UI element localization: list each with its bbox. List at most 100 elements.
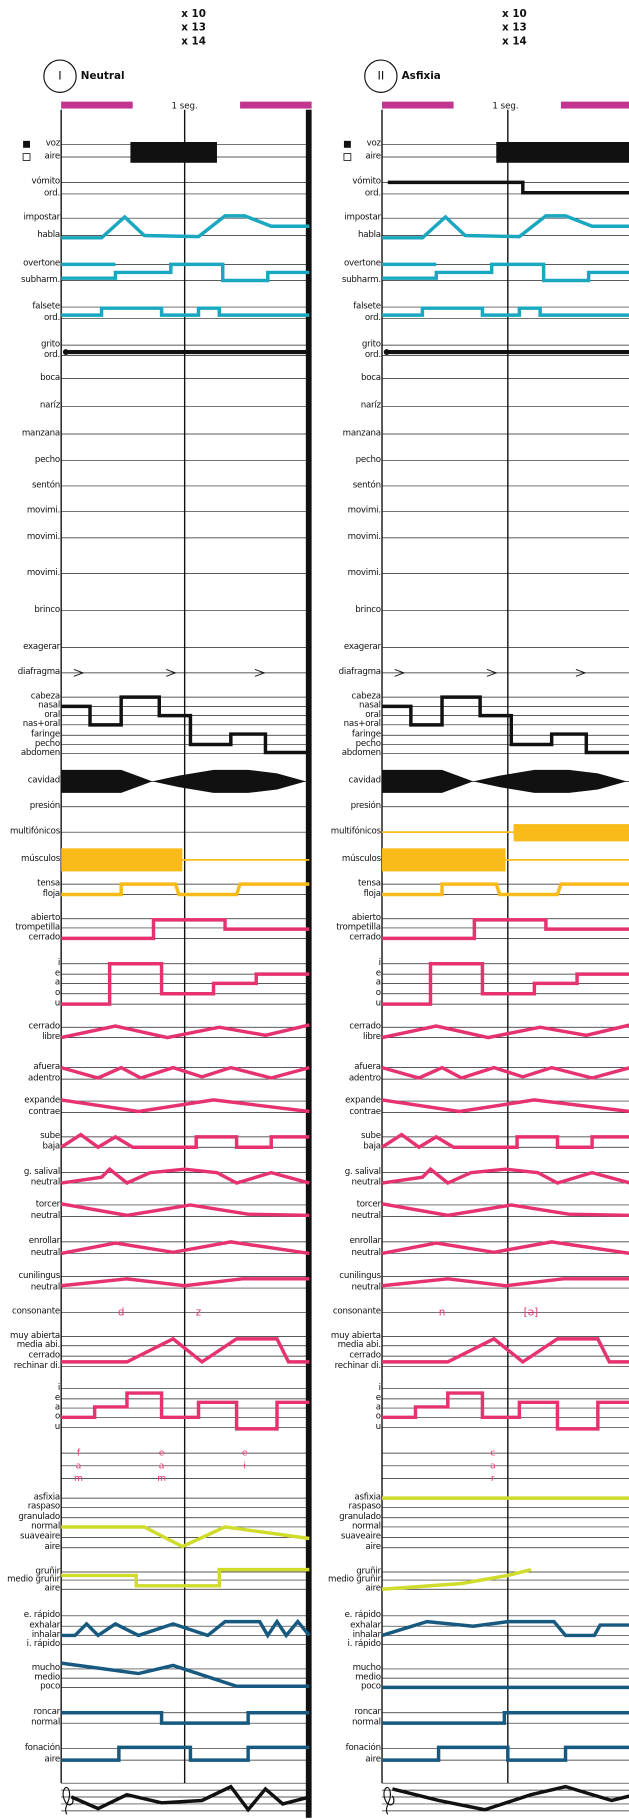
gesture-line xyxy=(61,1618,311,1639)
syllable-letter: r xyxy=(491,1473,495,1484)
aire-icon xyxy=(343,153,352,161)
gesture-line xyxy=(61,306,310,317)
row-label: ord. xyxy=(44,350,60,360)
end-bar xyxy=(305,109,312,1818)
gesture-line xyxy=(382,1336,629,1365)
row-label: e. rápido xyxy=(345,1610,381,1620)
gesture-line xyxy=(381,1023,629,1040)
row-label: cerrado xyxy=(349,933,380,943)
syllable-letter: a xyxy=(490,1460,496,1471)
accent xyxy=(394,669,406,677)
cavidad-shape xyxy=(61,769,306,793)
row-label: o xyxy=(55,988,60,998)
time-bar xyxy=(61,101,133,109)
aire-icon xyxy=(22,153,31,161)
row-label: enrollar xyxy=(29,1236,61,1246)
row-label: torcer xyxy=(357,1199,382,1209)
row-label: gruñir xyxy=(35,1566,60,1576)
row-label: medio gruñir xyxy=(328,1574,382,1584)
row-label: aire xyxy=(365,1584,380,1594)
numeral-circle xyxy=(364,59,398,93)
gesture-line xyxy=(381,1240,629,1256)
consonant: z xyxy=(196,1306,201,1318)
row-label: cunilingus xyxy=(18,1271,60,1281)
row-label: nasal xyxy=(38,701,60,711)
row-label: impostar xyxy=(24,213,61,223)
row-label: overtone xyxy=(23,259,60,269)
row-label: medio xyxy=(355,1672,381,1682)
time-bar xyxy=(382,101,454,109)
row-label: brinco xyxy=(355,605,381,615)
row-label: aire xyxy=(365,151,380,161)
row-label: cavidad xyxy=(28,776,60,786)
gesture-line xyxy=(381,1098,629,1114)
row-label: abdomen xyxy=(21,748,60,758)
gesture-line xyxy=(61,1391,310,1431)
gesture-line xyxy=(60,1277,310,1288)
time-bar xyxy=(240,101,312,109)
gesture-line xyxy=(382,262,629,283)
row-label: floja xyxy=(43,889,60,899)
row-label: g. salival xyxy=(24,1167,60,1177)
row-label: normal xyxy=(352,1521,381,1531)
row-label: nas+oral xyxy=(23,719,60,729)
row-label: u xyxy=(376,1422,381,1432)
row-label: boca xyxy=(40,373,60,383)
row-label: a xyxy=(55,978,60,988)
clef xyxy=(62,1786,74,1815)
scale-label: 1 seg. xyxy=(492,102,518,112)
accent xyxy=(166,669,177,677)
row-label: floja xyxy=(364,889,381,899)
row-label: multifónicos xyxy=(331,826,382,837)
row-label: nasal xyxy=(359,701,381,711)
gesture-line xyxy=(61,695,310,755)
row-label: o xyxy=(55,1412,60,1422)
row-label: inhalar xyxy=(353,1630,382,1640)
row-label: cerrado xyxy=(29,1022,60,1032)
gesture-line xyxy=(60,1240,310,1256)
gesture-line xyxy=(61,1711,310,1725)
syllable-letter: i xyxy=(243,1460,246,1471)
row-label: nas+oral xyxy=(344,719,381,729)
row-label: cavidad xyxy=(349,776,381,786)
row-label: ord. xyxy=(44,313,60,323)
row-label: movimi. xyxy=(27,532,60,542)
gesture-line xyxy=(381,1132,629,1150)
row-label: normal xyxy=(352,1718,381,1728)
row-label: cunilingus xyxy=(339,1271,381,1281)
gesture-line xyxy=(381,1619,629,1638)
row-label: habla xyxy=(37,230,60,240)
row-label: neutral xyxy=(31,1248,60,1258)
row-label: tensa xyxy=(37,878,60,888)
row-label: i xyxy=(379,958,381,968)
row-label: oral xyxy=(44,710,60,720)
count: x 13 xyxy=(181,22,206,34)
row-label: neutral xyxy=(31,1282,60,1292)
row-label: i. rápido xyxy=(27,1639,60,1649)
row-label: ord. xyxy=(365,350,381,360)
row-label: movimi. xyxy=(27,506,60,516)
gesture-line xyxy=(61,262,310,283)
row-label: neutral xyxy=(352,1248,381,1258)
row-label: neutral xyxy=(352,1211,381,1221)
syllable-letter: e xyxy=(159,1448,165,1459)
row-label: subharm. xyxy=(21,275,60,285)
row-label: e xyxy=(376,968,381,978)
row-label: contrae xyxy=(349,1107,380,1117)
row-label: pecho xyxy=(35,739,60,749)
count: x 10 xyxy=(502,8,527,20)
row-label: muy abierta xyxy=(10,1331,60,1341)
gesture-line xyxy=(61,1525,310,1549)
row-label: expande xyxy=(24,1095,60,1105)
row-label: abierto xyxy=(352,913,381,923)
row-label: cerrado xyxy=(349,1022,380,1032)
row-label: voz xyxy=(367,139,382,149)
accent xyxy=(486,669,498,677)
row-label: sentón xyxy=(32,479,60,490)
consonant: n xyxy=(439,1306,446,1318)
row-label: overtone xyxy=(344,259,381,269)
row-label: medio gruñir xyxy=(7,1574,61,1584)
row-label: exhalar xyxy=(29,1621,60,1631)
row-label: adentro xyxy=(28,1074,60,1084)
syllable-letter: m xyxy=(157,1473,166,1484)
